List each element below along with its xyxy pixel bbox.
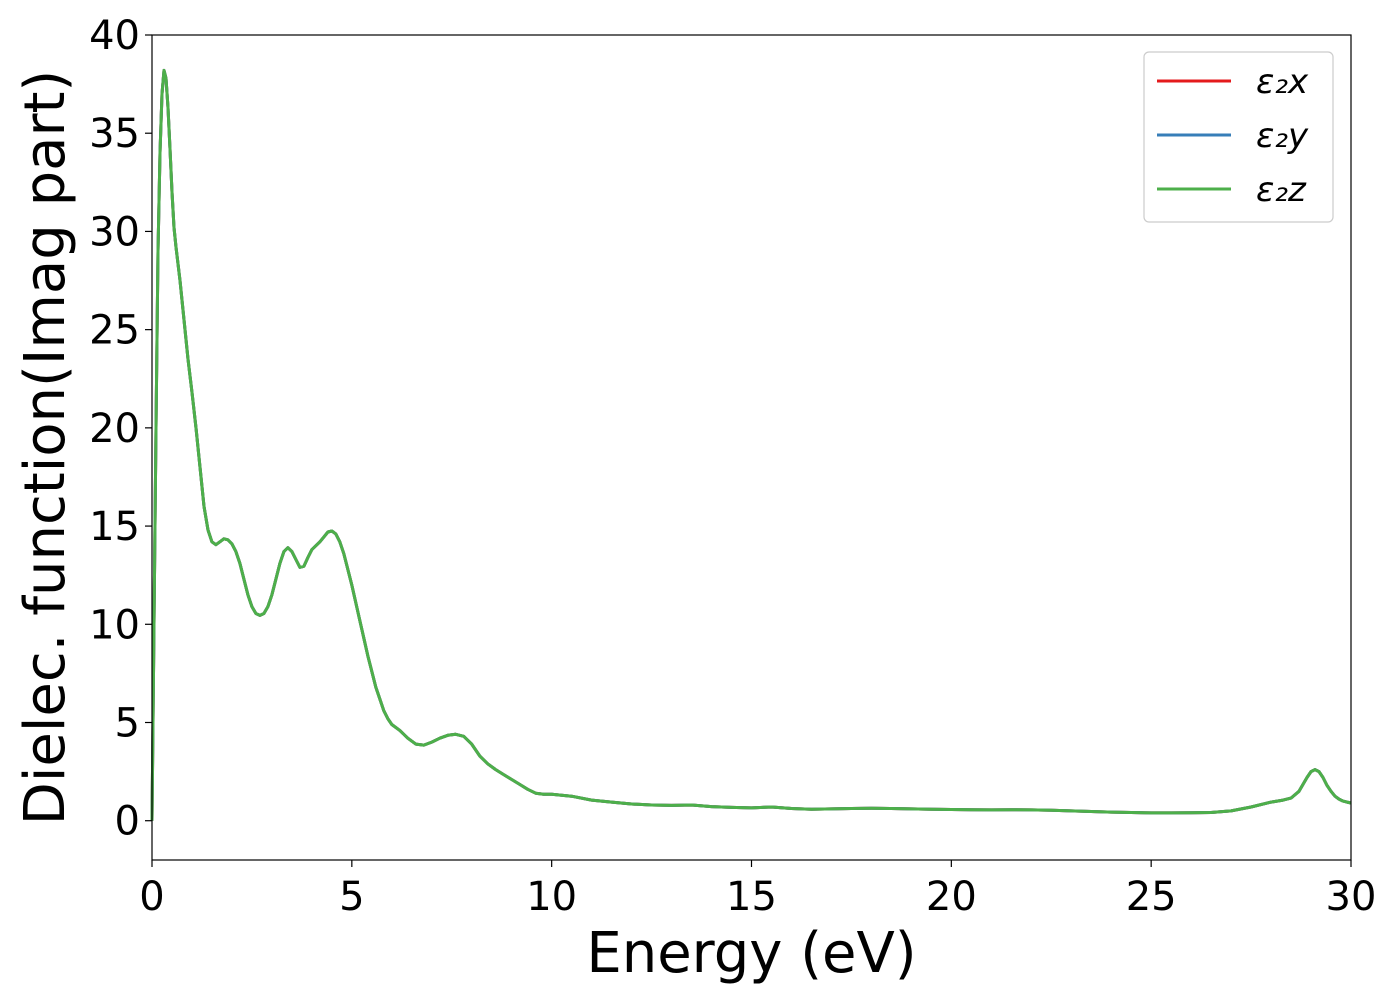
ticks: 0 5 10 15 20 25 30 0 5 10 15 20 25 30 35 40 [89, 13, 1376, 920]
x-tick-label: 30 [1326, 874, 1377, 920]
series-line-3 [150, 68, 1352, 821]
x-axis-label: Energy (eV) [586, 921, 916, 986]
y-axis-label: Dielec. function(Imag part) [13, 70, 78, 826]
y-tick-label: 30 [89, 209, 140, 255]
legend-label: ε₂x [1256, 62, 1309, 102]
y-tick-label: 35 [89, 111, 140, 157]
x-tick-label: 20 [926, 874, 977, 920]
y-tick-label: 40 [89, 13, 140, 59]
y-tick-label: 0 [115, 799, 140, 845]
x-tick-label: 0 [139, 874, 164, 920]
y-tick-label: 15 [89, 504, 140, 550]
x-tick-label: 25 [1126, 874, 1177, 920]
x-tick-label: 15 [726, 874, 777, 920]
y-tick-label: 25 [89, 308, 140, 354]
y-tick-label: 5 [115, 701, 140, 747]
y-tick-label: 10 [89, 602, 140, 648]
x-tick-label: 5 [339, 874, 364, 920]
legend-box [1143, 51, 1334, 223]
legend-label: ε₂y [1256, 116, 1309, 156]
legend: ε₂x ε₂y ε₂z [1143, 51, 1334, 223]
plot-lines [150, 68, 1352, 821]
x-tick-label: 10 [526, 874, 577, 920]
y-tick-label: 20 [89, 406, 140, 452]
legend-label: ε₂z [1256, 170, 1307, 210]
